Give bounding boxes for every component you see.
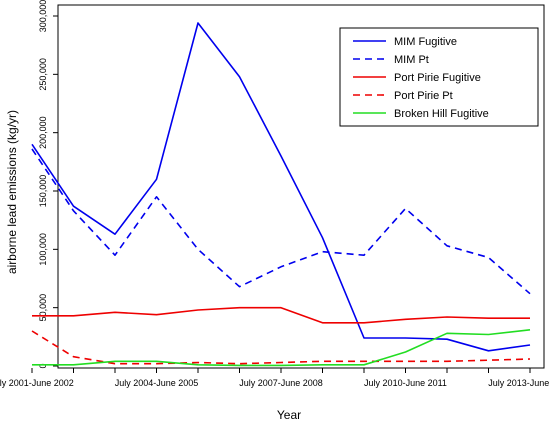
- y-tick-label: 100,000: [38, 233, 48, 266]
- series-line-broken-hill-fugitive: [32, 329, 531, 367]
- y-tick-label: 0: [38, 363, 48, 368]
- series-line-port-pirie-pt: [31, 330, 531, 365]
- y-tick-label: 50,000: [38, 294, 48, 322]
- y-axis-title: airborne lead emissions (kg/yr): [5, 110, 19, 274]
- plot-frame: [57, 4, 545, 369]
- legend-label: Port Pirie Fugitive: [394, 72, 481, 84]
- x-tick-label: July 2001-June 2002: [0, 378, 74, 388]
- y-tick-label: 250,000: [38, 58, 48, 91]
- legend-label: MIM Pt: [394, 54, 429, 66]
- x-axis: July 2001-June 2002 July 2004-June 2005 Ju…: [0, 368, 550, 388]
- x-tick-label: July 2013-June 2014: [488, 378, 550, 388]
- x-tick-label: July 2010-June 2011: [364, 378, 447, 388]
- y-tick-label: 150,000: [38, 175, 48, 208]
- legend-label: MIM Fugitive: [394, 36, 457, 48]
- legend-label: Port Pirie Pt: [394, 90, 453, 102]
- legend: MIM Fugitive MIM Pt Port Pirie Fugitive Por…: [339, 27, 539, 127]
- y-tick-label: 200,000: [38, 116, 48, 149]
- y-axis: 0 50,000 100,000 150,000 200,000 250,000 300,0…: [38, 0, 58, 369]
- y-tick-label: 300,000: [38, 0, 48, 32]
- x-axis-title: Year: [277, 408, 301, 422]
- x-tick-label: July 2007-June 2008: [239, 378, 323, 388]
- legend-label: Broken Hill Fugitive: [394, 108, 489, 120]
- series-layer: [31, 22, 531, 367]
- x-tick-label: July 2004-June 2005: [115, 378, 199, 388]
- series-line-mim-fugitive: [31, 22, 531, 352]
- series-line-mim-pt: [31, 148, 531, 295]
- series-line-port-pirie-fugitive: [32, 306, 530, 324]
